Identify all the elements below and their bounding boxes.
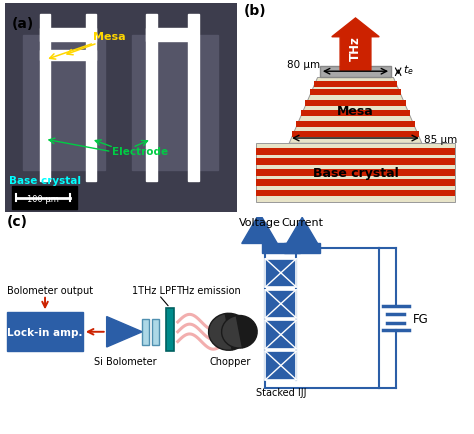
Bar (292, 132, 419, 138)
Bar (256, 149, 455, 155)
Bar (256, 170, 455, 176)
Bar (256, 191, 455, 197)
Wedge shape (225, 314, 249, 350)
Bar (142, 319, 149, 345)
Bar (256, 180, 455, 187)
Text: Lock-in amp.: Lock-in amp. (7, 327, 83, 337)
Bar (39, 51, 97, 61)
Bar (313, 82, 398, 88)
Text: (b): (b) (244, 4, 267, 18)
Bar (152, 319, 159, 345)
FancyArrow shape (332, 19, 379, 71)
Wedge shape (209, 314, 232, 350)
Bar (166, 308, 174, 352)
Text: FG: FG (412, 312, 428, 325)
Polygon shape (287, 218, 318, 244)
Wedge shape (222, 316, 243, 348)
Bar (296, 122, 415, 127)
Bar (188, 15, 199, 181)
Bar (86, 15, 97, 181)
Text: Mesa: Mesa (93, 32, 126, 42)
Bar (256, 144, 455, 202)
Bar (301, 111, 410, 117)
Bar (265, 259, 296, 287)
Polygon shape (242, 214, 277, 244)
Text: THz: THz (349, 36, 362, 60)
Text: Electrode: Electrode (111, 146, 168, 156)
Bar (320, 67, 391, 78)
Bar (39, 15, 50, 181)
Bar (39, 30, 97, 42)
Wedge shape (236, 316, 257, 348)
Text: (a): (a) (12, 17, 34, 31)
Bar (262, 244, 300, 253)
Text: 80 μm: 80 μm (287, 60, 320, 70)
Polygon shape (107, 317, 142, 347)
Bar (12, 187, 77, 210)
Text: (c): (c) (7, 215, 28, 229)
Polygon shape (289, 78, 422, 144)
Bar (146, 30, 199, 42)
Text: Mesa: Mesa (337, 105, 374, 118)
Text: Chopper: Chopper (209, 357, 251, 367)
Text: Base crystal: Base crystal (9, 175, 82, 185)
Text: THz emission: THz emission (176, 285, 241, 295)
Text: 1THz LPF: 1THz LPF (132, 285, 176, 295)
Bar (256, 159, 455, 166)
Text: Base crystal: Base crystal (313, 167, 398, 180)
Text: 100 μm: 100 μm (27, 194, 59, 204)
Text: Stacked IJJ: Stacked IJJ (255, 387, 306, 397)
Text: Voltage: Voltage (238, 218, 281, 228)
Bar (146, 15, 157, 181)
Bar (132, 36, 219, 171)
Bar (7, 312, 83, 352)
Bar (265, 321, 296, 349)
Bar (284, 244, 320, 253)
Bar (265, 290, 296, 318)
Text: Si Bolometer: Si Bolometer (94, 357, 157, 367)
Text: Current: Current (281, 218, 323, 228)
Text: 85 μm: 85 μm (424, 135, 457, 145)
Bar (23, 36, 105, 171)
Bar (305, 101, 406, 106)
Text: Bolometer output: Bolometer output (7, 285, 93, 295)
Bar (310, 90, 401, 96)
Bar (265, 352, 296, 380)
Text: $t_e$: $t_e$ (403, 62, 414, 76)
